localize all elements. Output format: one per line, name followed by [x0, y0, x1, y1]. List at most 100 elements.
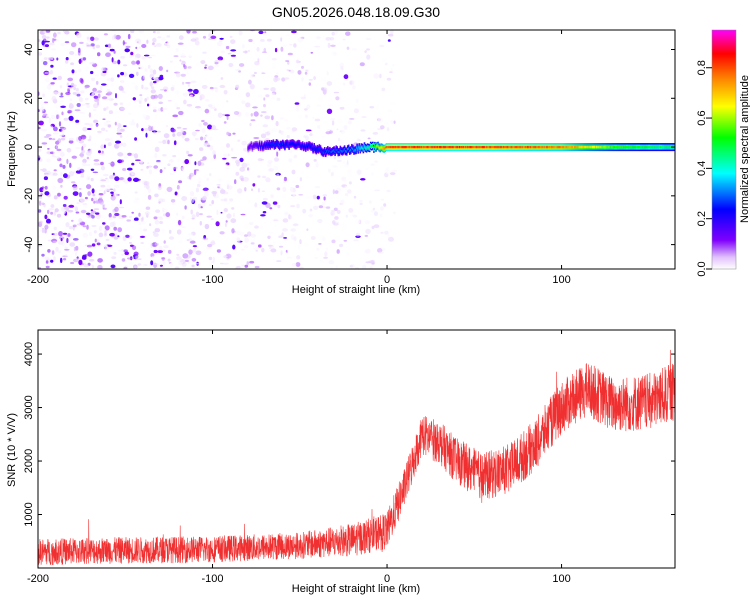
figure-title: GN05.2026.048.18.09.G30 — [272, 4, 440, 20]
noise-speckle — [78, 47, 81, 53]
noise-speckle — [257, 94, 263, 98]
noise-speckle — [93, 119, 99, 124]
noise-speckle — [97, 236, 101, 239]
signal-core — [368, 147, 371, 150]
noise-speckle — [103, 173, 109, 177]
noise-speckle — [317, 125, 321, 129]
noise-speckle — [248, 38, 253, 43]
noise-speckle — [52, 240, 57, 243]
noise-speckle — [260, 214, 266, 217]
noise-speckle — [110, 264, 116, 269]
noise-speckle — [369, 106, 375, 109]
signal-core — [300, 145, 303, 148]
signal-core — [506, 145, 508, 149]
signal-core — [483, 145, 485, 149]
x-tick-label: 0 — [384, 274, 390, 286]
noise-speckle — [100, 83, 107, 86]
noise-speckle — [72, 191, 79, 197]
noise-speckle — [152, 69, 157, 75]
noise-speckle — [297, 115, 303, 119]
noise-speckle — [299, 177, 303, 182]
signal-core — [341, 150, 344, 153]
signal-core — [593, 145, 595, 149]
noise-speckle — [202, 156, 207, 161]
noise-speckle — [161, 37, 166, 40]
noise-speckle — [390, 30, 394, 35]
noise-speckle — [211, 126, 216, 130]
signal-core — [377, 144, 379, 147]
noise-speckle — [348, 181, 352, 185]
noise-speckle — [273, 165, 279, 171]
noise-speckle — [257, 175, 261, 178]
signal-core — [313, 145, 315, 149]
noise-speckle — [106, 185, 111, 188]
noise-speckle — [60, 184, 63, 188]
noise-speckle — [234, 179, 237, 185]
noise-speckle — [274, 47, 278, 53]
signal-core — [655, 145, 658, 149]
signal-core — [607, 145, 610, 149]
noise-speckle — [334, 42, 341, 45]
noise-speckle — [183, 43, 187, 49]
noise-speckle — [393, 211, 396, 215]
signal-core — [322, 151, 325, 154]
noise-speckle — [189, 196, 193, 202]
noise-speckle — [127, 152, 132, 156]
signal-core — [485, 145, 487, 149]
noise-speckle — [122, 40, 125, 46]
signal-core — [618, 145, 620, 149]
noise-speckle — [88, 154, 92, 159]
signal-core — [401, 145, 403, 149]
noise-speckle — [262, 175, 266, 179]
noise-speckle — [315, 162, 319, 168]
noise-speckle — [194, 40, 200, 46]
signal-core — [273, 144, 276, 147]
signal-core — [656, 145, 659, 149]
noise-speckle — [44, 191, 50, 196]
noise-speckle — [54, 151, 61, 155]
noise-speckle — [226, 184, 230, 190]
noise-speckle — [65, 222, 70, 228]
signal-core — [642, 145, 644, 149]
noise-speckle — [214, 108, 217, 111]
signal-core — [664, 145, 666, 149]
noise-speckle — [225, 45, 230, 50]
signal-core — [440, 145, 442, 149]
noise-speckle — [49, 42, 55, 46]
noise-speckle — [82, 254, 87, 260]
noise-speckle — [181, 215, 185, 220]
noise-speckle — [79, 41, 84, 45]
noise-speckle — [91, 188, 95, 194]
noise-speckle — [303, 150, 308, 156]
signal-core — [297, 142, 300, 145]
noise-speckle — [100, 144, 105, 149]
noise-speckle — [185, 82, 191, 84]
noise-speckle — [62, 232, 68, 235]
noise-speckle — [110, 40, 116, 42]
noise-speckle — [187, 154, 193, 157]
noise-speckle — [114, 44, 120, 50]
signal-core — [668, 145, 670, 149]
signal-core — [262, 146, 264, 149]
noise-speckle — [308, 250, 312, 257]
noise-speckle — [119, 128, 125, 132]
noise-speckle — [308, 82, 311, 86]
noise-speckle — [56, 265, 59, 269]
signal-core — [466, 145, 468, 149]
noise-speckle — [368, 200, 372, 204]
noise-speckle — [334, 190, 339, 194]
noise-speckle — [254, 202, 258, 208]
noise-speckle — [42, 189, 45, 192]
signal-core — [474, 145, 477, 149]
noise-speckle — [295, 184, 300, 189]
noise-speckle — [80, 90, 85, 94]
noise-speckle — [139, 66, 144, 69]
noise-speckle — [64, 248, 70, 251]
noise-speckle — [138, 100, 142, 104]
noise-speckle — [302, 208, 307, 214]
signal-core — [365, 147, 368, 150]
spectrogram-frame — [37, 29, 676, 270]
noise-speckle — [387, 33, 394, 37]
colorbar-frame — [711, 29, 737, 270]
